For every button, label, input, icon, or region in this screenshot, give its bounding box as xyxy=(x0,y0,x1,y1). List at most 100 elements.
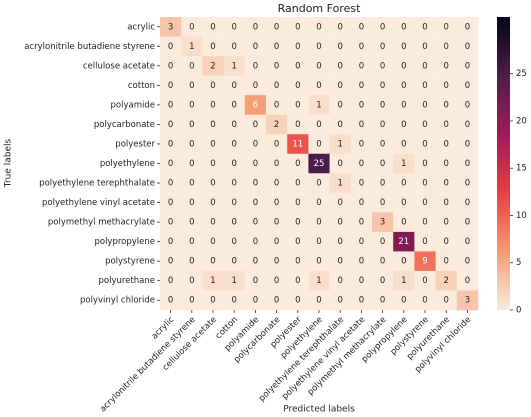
heatmap-cell xyxy=(308,75,330,96)
heatmap-cell xyxy=(244,36,267,57)
cell-label: 0 xyxy=(189,139,194,149)
cell-label: 0 xyxy=(295,218,300,228)
heatmap-cell xyxy=(160,153,182,174)
cell-label: 0 xyxy=(465,61,470,71)
cell-label: 0 xyxy=(274,42,279,52)
heatmap-cell xyxy=(393,56,415,76)
cell-label: 0 xyxy=(401,296,406,306)
heatmap-cell xyxy=(266,231,288,252)
heatmap-cell xyxy=(266,212,288,233)
heatmap-cell xyxy=(223,36,246,57)
heatmap-cell xyxy=(244,75,267,96)
heatmap-cell xyxy=(244,134,267,155)
cell-label: 0 xyxy=(380,296,385,306)
cell-label: 2 xyxy=(274,120,279,130)
heatmap-cell xyxy=(244,251,267,272)
heatmap-cell xyxy=(287,75,309,96)
cell-label: 0 xyxy=(401,257,406,267)
cell-label: 0 xyxy=(380,257,385,267)
heatmap-cell xyxy=(160,270,182,291)
heatmap-cell xyxy=(202,114,224,135)
heatmap-cell xyxy=(350,95,373,115)
heatmap-cell xyxy=(435,212,458,233)
heatmap-cell xyxy=(350,173,373,194)
cell-label: 0 xyxy=(380,198,385,208)
heatmap-cell xyxy=(266,192,288,213)
heatmap-cell xyxy=(393,17,415,37)
cell-label: 0 xyxy=(316,22,321,32)
cell-label: 0 xyxy=(274,257,279,267)
cell-label: 0 xyxy=(422,22,427,32)
y-tick-label: polyethylene xyxy=(100,159,155,169)
cell-label: 0 xyxy=(253,120,258,130)
cell-label: 0 xyxy=(231,159,236,169)
heatmap-cell xyxy=(350,251,373,272)
heatmap-cell xyxy=(308,173,330,194)
heatmap-cell xyxy=(308,231,330,252)
cell-label: 1 xyxy=(337,139,342,149)
cell-label: 0 xyxy=(231,81,236,91)
cell-label: 0 xyxy=(316,81,321,91)
heatmap-cell xyxy=(435,153,458,174)
heatmap-cell xyxy=(160,134,182,155)
cell-label: 0 xyxy=(210,100,215,110)
heatmap-cell xyxy=(181,36,203,57)
cell-label: 0 xyxy=(443,139,448,149)
heatmap-cell xyxy=(456,270,479,291)
heatmap-cell xyxy=(181,251,203,272)
heatmap-cell xyxy=(350,153,373,174)
heatmap-cell xyxy=(202,212,224,233)
cell-label: 0 xyxy=(231,120,236,130)
heatmap-cell xyxy=(266,56,288,76)
y-tick-label: acrylic xyxy=(127,22,155,32)
cell-label: 0 xyxy=(443,179,448,189)
cell-label: 0 xyxy=(465,100,470,110)
heatmap-cell xyxy=(223,17,246,37)
cell-label: 0 xyxy=(422,81,427,91)
heatmap-cell xyxy=(181,134,203,155)
cell-label: 0 xyxy=(189,100,194,110)
heatmap-cell xyxy=(435,114,458,135)
cell-label: 0 xyxy=(189,120,194,130)
heatmap-cell xyxy=(435,173,458,194)
cell-label: 0 xyxy=(359,198,364,208)
heatmap-cell xyxy=(350,192,373,213)
heatmap-cell xyxy=(160,212,182,233)
y-tick-label: polyethylene vinyl acetate xyxy=(42,198,155,208)
cell-label: 0 xyxy=(359,179,364,189)
heatmap-cell xyxy=(223,75,246,96)
cell-label: 0 xyxy=(359,42,364,52)
y-tick-label: acrylonitrile butadiene styrene xyxy=(24,42,155,52)
cell-label: 0 xyxy=(443,61,448,71)
heatmap-cell xyxy=(160,251,182,272)
heatmap-cell xyxy=(414,290,436,311)
cell-label: 0 xyxy=(465,42,470,52)
cell-label: 0 xyxy=(465,81,470,91)
cell-label: 0 xyxy=(316,237,321,247)
cell-label: 0 xyxy=(168,61,173,71)
cell-label: 0 xyxy=(189,159,194,169)
cell-label: 6 xyxy=(253,100,258,110)
heatmap-cell xyxy=(329,212,352,233)
cell-label: 0 xyxy=(210,81,215,91)
cell-label: 0 xyxy=(380,100,385,110)
cell-label: 0 xyxy=(359,100,364,110)
cell-label: 11 xyxy=(292,139,303,149)
heatmap-cell xyxy=(435,36,458,57)
heatmap-cell xyxy=(350,212,373,233)
cell-label: 0 xyxy=(380,179,385,189)
cell-label: 0 xyxy=(422,296,427,306)
cell-label: 0 xyxy=(443,159,448,169)
heatmap-cell xyxy=(414,114,436,135)
cell-label: 0 xyxy=(253,276,258,286)
heatmap-cell xyxy=(435,134,458,155)
heatmap-cell xyxy=(393,290,415,311)
cell-label: 0 xyxy=(210,198,215,208)
cell-label: 0 xyxy=(253,22,258,32)
heatmap-cell xyxy=(435,231,458,252)
heatmap-cell xyxy=(393,134,415,155)
cell-label: 0 xyxy=(295,100,300,110)
heatmap-cell xyxy=(456,153,479,174)
heatmap-cell xyxy=(350,114,373,135)
cell-label: 2 xyxy=(443,276,448,286)
